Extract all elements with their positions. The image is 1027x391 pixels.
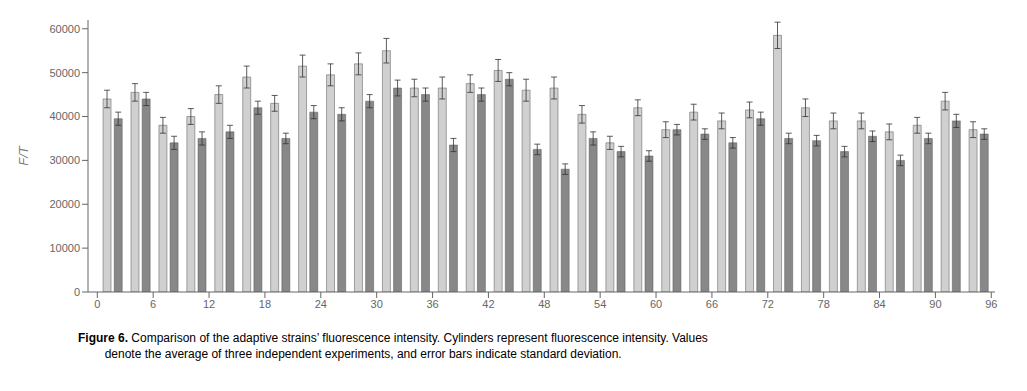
- svg-text:30: 30: [371, 298, 383, 310]
- svg-text:66: 66: [706, 298, 718, 310]
- svg-text:24: 24: [315, 298, 327, 310]
- svg-text:36: 36: [426, 298, 438, 310]
- svg-text:84: 84: [873, 298, 885, 310]
- svg-text:60000: 60000: [49, 23, 80, 35]
- svg-text:60: 60: [650, 298, 662, 310]
- svg-text:20000: 20000: [49, 198, 80, 210]
- svg-text:78: 78: [818, 298, 830, 310]
- svg-text:42: 42: [482, 298, 494, 310]
- svg-text:12: 12: [203, 298, 215, 310]
- svg-text:40000: 40000: [49, 110, 80, 122]
- svg-text:54: 54: [594, 298, 606, 310]
- svg-text:90: 90: [929, 298, 941, 310]
- svg-text:F/T: F/T: [16, 145, 31, 166]
- svg-text:18: 18: [259, 298, 271, 310]
- svg-text:72: 72: [762, 298, 774, 310]
- svg-text:6: 6: [150, 298, 156, 310]
- svg-text:30000: 30000: [49, 154, 80, 166]
- svg-text:0: 0: [94, 298, 100, 310]
- svg-text:96: 96: [985, 298, 997, 310]
- html-text:Figure 6. Comparison of the ad: Figure 6. Comparison of the adaptive str…: [78, 331, 708, 361]
- svg-text:0: 0: [74, 286, 80, 298]
- svg-text:10000: 10000: [49, 242, 80, 254]
- svg-text:50000: 50000: [49, 67, 80, 79]
- svg-text:48: 48: [538, 298, 550, 310]
